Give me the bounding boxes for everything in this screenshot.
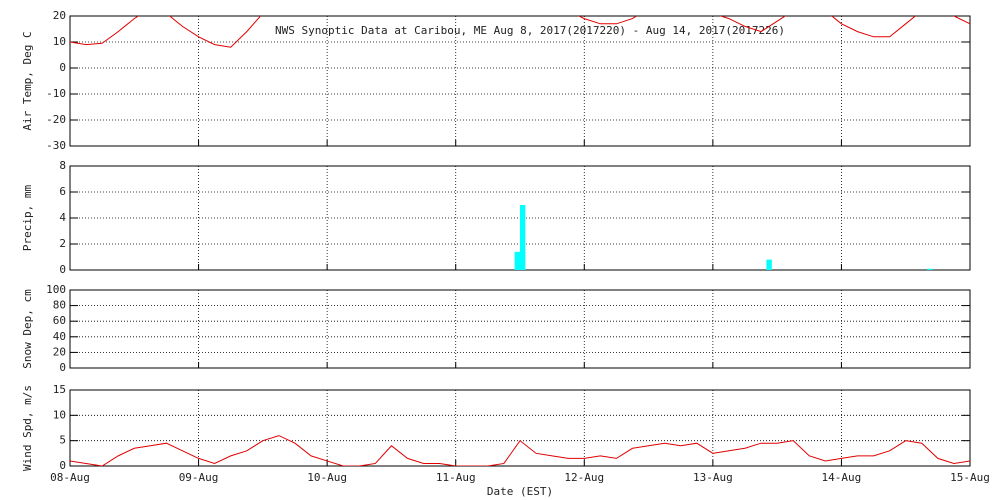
x-tick-label: 14-Aug [822, 471, 862, 484]
y-tick-label: 0 [59, 61, 66, 74]
x-tick-label: 10-Aug [307, 471, 347, 484]
data-layer [70, 435, 970, 466]
y-axis-label: Precip, mm [21, 185, 34, 252]
y-axis-label: Wind Spd, m/s [21, 385, 34, 471]
y-tick-label: 20 [53, 9, 66, 22]
y-tick-label: -10 [46, 87, 66, 100]
x-tick-label: 11-Aug [436, 471, 476, 484]
x-axis-label: Date (EST) [487, 485, 553, 498]
y-tick-label: -30 [46, 139, 66, 152]
x-tick-label: 15-Aug [950, 471, 990, 484]
y-tick-label: 5 [59, 434, 66, 447]
y-tick-label: 60 [53, 314, 66, 327]
plot-frame [69, 289, 971, 369]
y-tick-label: 100 [46, 283, 66, 296]
data-line [70, 435, 970, 466]
y-tick-label: 15 [53, 383, 66, 396]
y-tick-label: 40 [53, 330, 66, 343]
y-tick-label: 0 [59, 263, 66, 276]
y-tick-label: -20 [46, 113, 66, 126]
y-tick-label: 10 [53, 35, 66, 48]
y-tick-label: 20 [53, 345, 66, 358]
data-line [70, 16, 970, 48]
y-tick-label: 80 [53, 299, 66, 312]
bar [766, 259, 772, 270]
bar [514, 251, 520, 270]
data-layer [514, 205, 933, 270]
plot-frame [69, 15, 971, 147]
chart-title: NWS Synoptic Data at Caribou, ME Aug 8, … [275, 24, 785, 37]
x-tick-label: 09-Aug [179, 471, 219, 484]
y-tick-label: 10 [53, 408, 66, 421]
y-tick-label: 8 [59, 159, 66, 172]
y-tick-label: 6 [59, 185, 66, 198]
y-axis-label: Snow Dep, cm [21, 289, 34, 369]
y-tick-label: 0 [59, 459, 66, 472]
x-tick-label: 13-Aug [693, 471, 733, 484]
x-tick-label: 12-Aug [564, 471, 604, 484]
data-layer [70, 16, 970, 48]
bar [927, 268, 933, 270]
plot-frame [69, 389, 971, 467]
x-tick-label: 08-Aug [50, 471, 90, 484]
y-tick-label: 4 [59, 211, 66, 224]
bar [520, 205, 526, 270]
y-axis-label: Air Temp, Deg C [21, 31, 34, 130]
y-tick-label: 2 [59, 237, 66, 250]
y-tick-label: 0 [59, 361, 66, 374]
